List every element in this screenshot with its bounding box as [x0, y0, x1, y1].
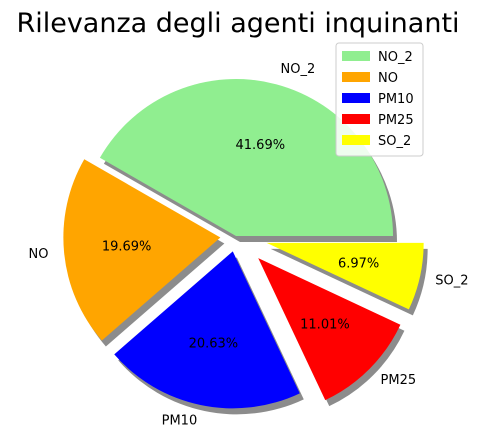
legend-label-pm25: PM25 — [378, 113, 414, 128]
slice-pm10 — [114, 251, 300, 409]
legend-label-no: NO — [378, 71, 398, 86]
percent-label-no: 19.69% — [102, 240, 152, 255]
slice-pm25 — [258, 258, 401, 401]
category-label-pm10: PM10 — [162, 413, 198, 428]
pie-slices — [63, 78, 424, 409]
legend-box — [335, 42, 424, 157]
legend-swatch-pm25 — [342, 114, 370, 124]
legend-swatch-pm10 — [342, 93, 370, 103]
category-label-no-2: NO_2 — [281, 62, 316, 77]
legend-label-so-2: SO_2 — [378, 134, 411, 149]
category-label-so-2: SO_2 — [435, 273, 468, 288]
category-label-no: NO — [29, 247, 49, 262]
percent-label-pm25: 11.01% — [300, 318, 350, 333]
percent-label-so-2: 6.97% — [338, 256, 379, 271]
percent-labels: 41.69% 19.69% 20.63% 11.01% 6.97% — [102, 138, 379, 352]
legend-label-no-2: NO_2 — [378, 50, 413, 65]
legend-swatch-no-2 — [342, 51, 370, 61]
chart-title: Rilevanza degli agenti inquinanti — [16, 8, 459, 39]
slice-no-2 — [99, 78, 393, 237]
legend-swatch-no — [342, 72, 370, 82]
category-label-pm25: PM25 — [381, 373, 417, 388]
slice-no — [63, 159, 221, 341]
slice-so-2 — [266, 242, 424, 310]
legend-swatch-so-2 — [342, 135, 370, 145]
percent-label-no-2: 41.69% — [236, 138, 286, 153]
legend-label-pm10: PM10 — [378, 92, 414, 107]
percent-label-pm10: 20.63% — [189, 337, 239, 352]
category-labels: NO_2 NO PM10 PM25 SO_2 — [29, 62, 469, 428]
legend: NO_2 NO PM10 PM25 SO_2 — [335, 42, 424, 157]
